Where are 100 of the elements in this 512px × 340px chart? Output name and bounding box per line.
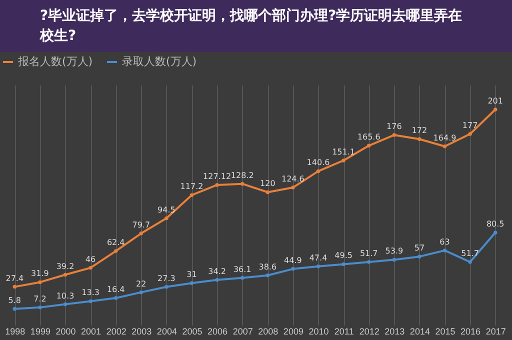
x-tick-label: 2004 — [156, 326, 177, 336]
point — [366, 144, 371, 148]
data-label: 63 — [440, 237, 450, 246]
data-label: 13.3 — [82, 288, 100, 298]
point — [38, 306, 42, 310]
data-label: 62.4 — [106, 238, 125, 248]
data-label: 177 — [462, 121, 478, 130]
x-tick-label: 2015 — [435, 326, 456, 336]
point — [88, 266, 92, 270]
data-label: 201 — [488, 96, 503, 106]
data-label: 165.6 — [357, 132, 380, 142]
x-tick-label: 2003 — [132, 326, 152, 336]
data-label: 10.3 — [56, 291, 74, 300]
data-label: 38.6 — [258, 262, 277, 272]
data-label: 46 — [85, 254, 96, 264]
x-tick-label: 2002 — [106, 326, 126, 336]
point — [114, 249, 118, 253]
point — [266, 274, 270, 278]
data-label: 53.9 — [385, 246, 404, 256]
data-label: 27.4 — [6, 274, 24, 283]
point — [266, 190, 270, 194]
point — [342, 158, 346, 162]
point — [139, 232, 144, 236]
point — [493, 108, 498, 112]
data-label: 164.9 — [433, 133, 456, 142]
point — [88, 299, 92, 304]
x-tick-label: 2001 — [81, 326, 102, 336]
data-label: 22 — [136, 279, 146, 288]
data-label: 80.5 — [486, 220, 504, 229]
legend-label: 报名人数(万人) — [17, 55, 93, 68]
data-label: 151.1 — [332, 147, 356, 156]
x-tick-label: 1999 — [30, 326, 50, 336]
data-label: 36.1 — [233, 264, 252, 274]
data-label: 57 — [414, 244, 425, 253]
data-label: 47.4 — [309, 253, 328, 262]
point — [291, 186, 295, 190]
x-tick-label: 2008 — [258, 326, 278, 336]
x-tick-label: 2010 — [308, 326, 329, 336]
data-label: 120 — [260, 179, 276, 188]
point — [190, 281, 194, 285]
point — [139, 290, 144, 294]
point — [215, 183, 219, 187]
point — [63, 272, 68, 277]
point — [366, 260, 371, 264]
data-label: 39.2 — [56, 262, 74, 271]
point — [164, 285, 168, 289]
point — [418, 254, 422, 258]
data-label: 16.4 — [106, 285, 125, 294]
x-tick-label: 1998 — [5, 326, 26, 336]
x-tick-label: 2016 — [460, 326, 481, 336]
point — [468, 260, 472, 264]
point — [240, 276, 244, 280]
point — [493, 230, 498, 234]
data-label: 51.7 — [360, 248, 378, 258]
point — [316, 264, 320, 268]
x-tick-label: 2012 — [359, 326, 380, 336]
point — [63, 302, 68, 306]
data-label: 27.3 — [158, 274, 176, 283]
data-label: 176 — [386, 122, 402, 132]
data-label: 94.5 — [158, 205, 176, 214]
point — [392, 258, 396, 262]
x-tick-label: 2013 — [384, 326, 405, 336]
data-label: 31 — [186, 270, 197, 280]
point — [442, 144, 447, 148]
x-tick-label: 2009 — [283, 326, 304, 336]
x-tick-label: 2007 — [232, 326, 253, 336]
x-tick-label: 2011 — [334, 326, 354, 336]
data-label: 140.6 — [306, 158, 330, 168]
point — [164, 216, 168, 220]
point — [240, 182, 244, 186]
data-label: 34.2 — [208, 266, 226, 276]
point — [190, 193, 194, 197]
x-tick-label: 2000 — [56, 326, 76, 336]
x-tick-label: 2014 — [410, 326, 430, 336]
point — [316, 169, 320, 174]
data-label: 79.7 — [132, 220, 150, 230]
data-label: 49.5 — [334, 251, 352, 260]
data-label: 172 — [412, 126, 428, 136]
point — [392, 133, 396, 137]
x-tick-label: 2005 — [182, 326, 202, 336]
data-label: 31.9 — [31, 269, 49, 278]
data-label: 117.2 — [180, 182, 204, 192]
data-label: 124.6 — [281, 174, 304, 184]
point — [418, 137, 422, 141]
x-tick-label: 2006 — [208, 326, 228, 336]
legend-label: 录取人数(万人) — [122, 55, 197, 68]
data-label: 5.8 — [8, 296, 22, 305]
point — [114, 296, 118, 300]
point — [468, 132, 472, 136]
point — [442, 248, 447, 252]
chart-title: ?毕业证掉了，去学校开证明，找哪个部门办理?学历证明去哪里弄在校生? — [0, 0, 512, 52]
point — [12, 284, 17, 289]
point — [215, 278, 219, 282]
point — [291, 267, 295, 271]
data-label: 127.12 — [203, 172, 232, 181]
data-label: 128.2 — [230, 170, 254, 180]
x-tick-label: 2017 — [486, 326, 506, 336]
point — [12, 306, 17, 311]
point — [38, 280, 42, 284]
data-label: 7.2 — [34, 294, 46, 304]
